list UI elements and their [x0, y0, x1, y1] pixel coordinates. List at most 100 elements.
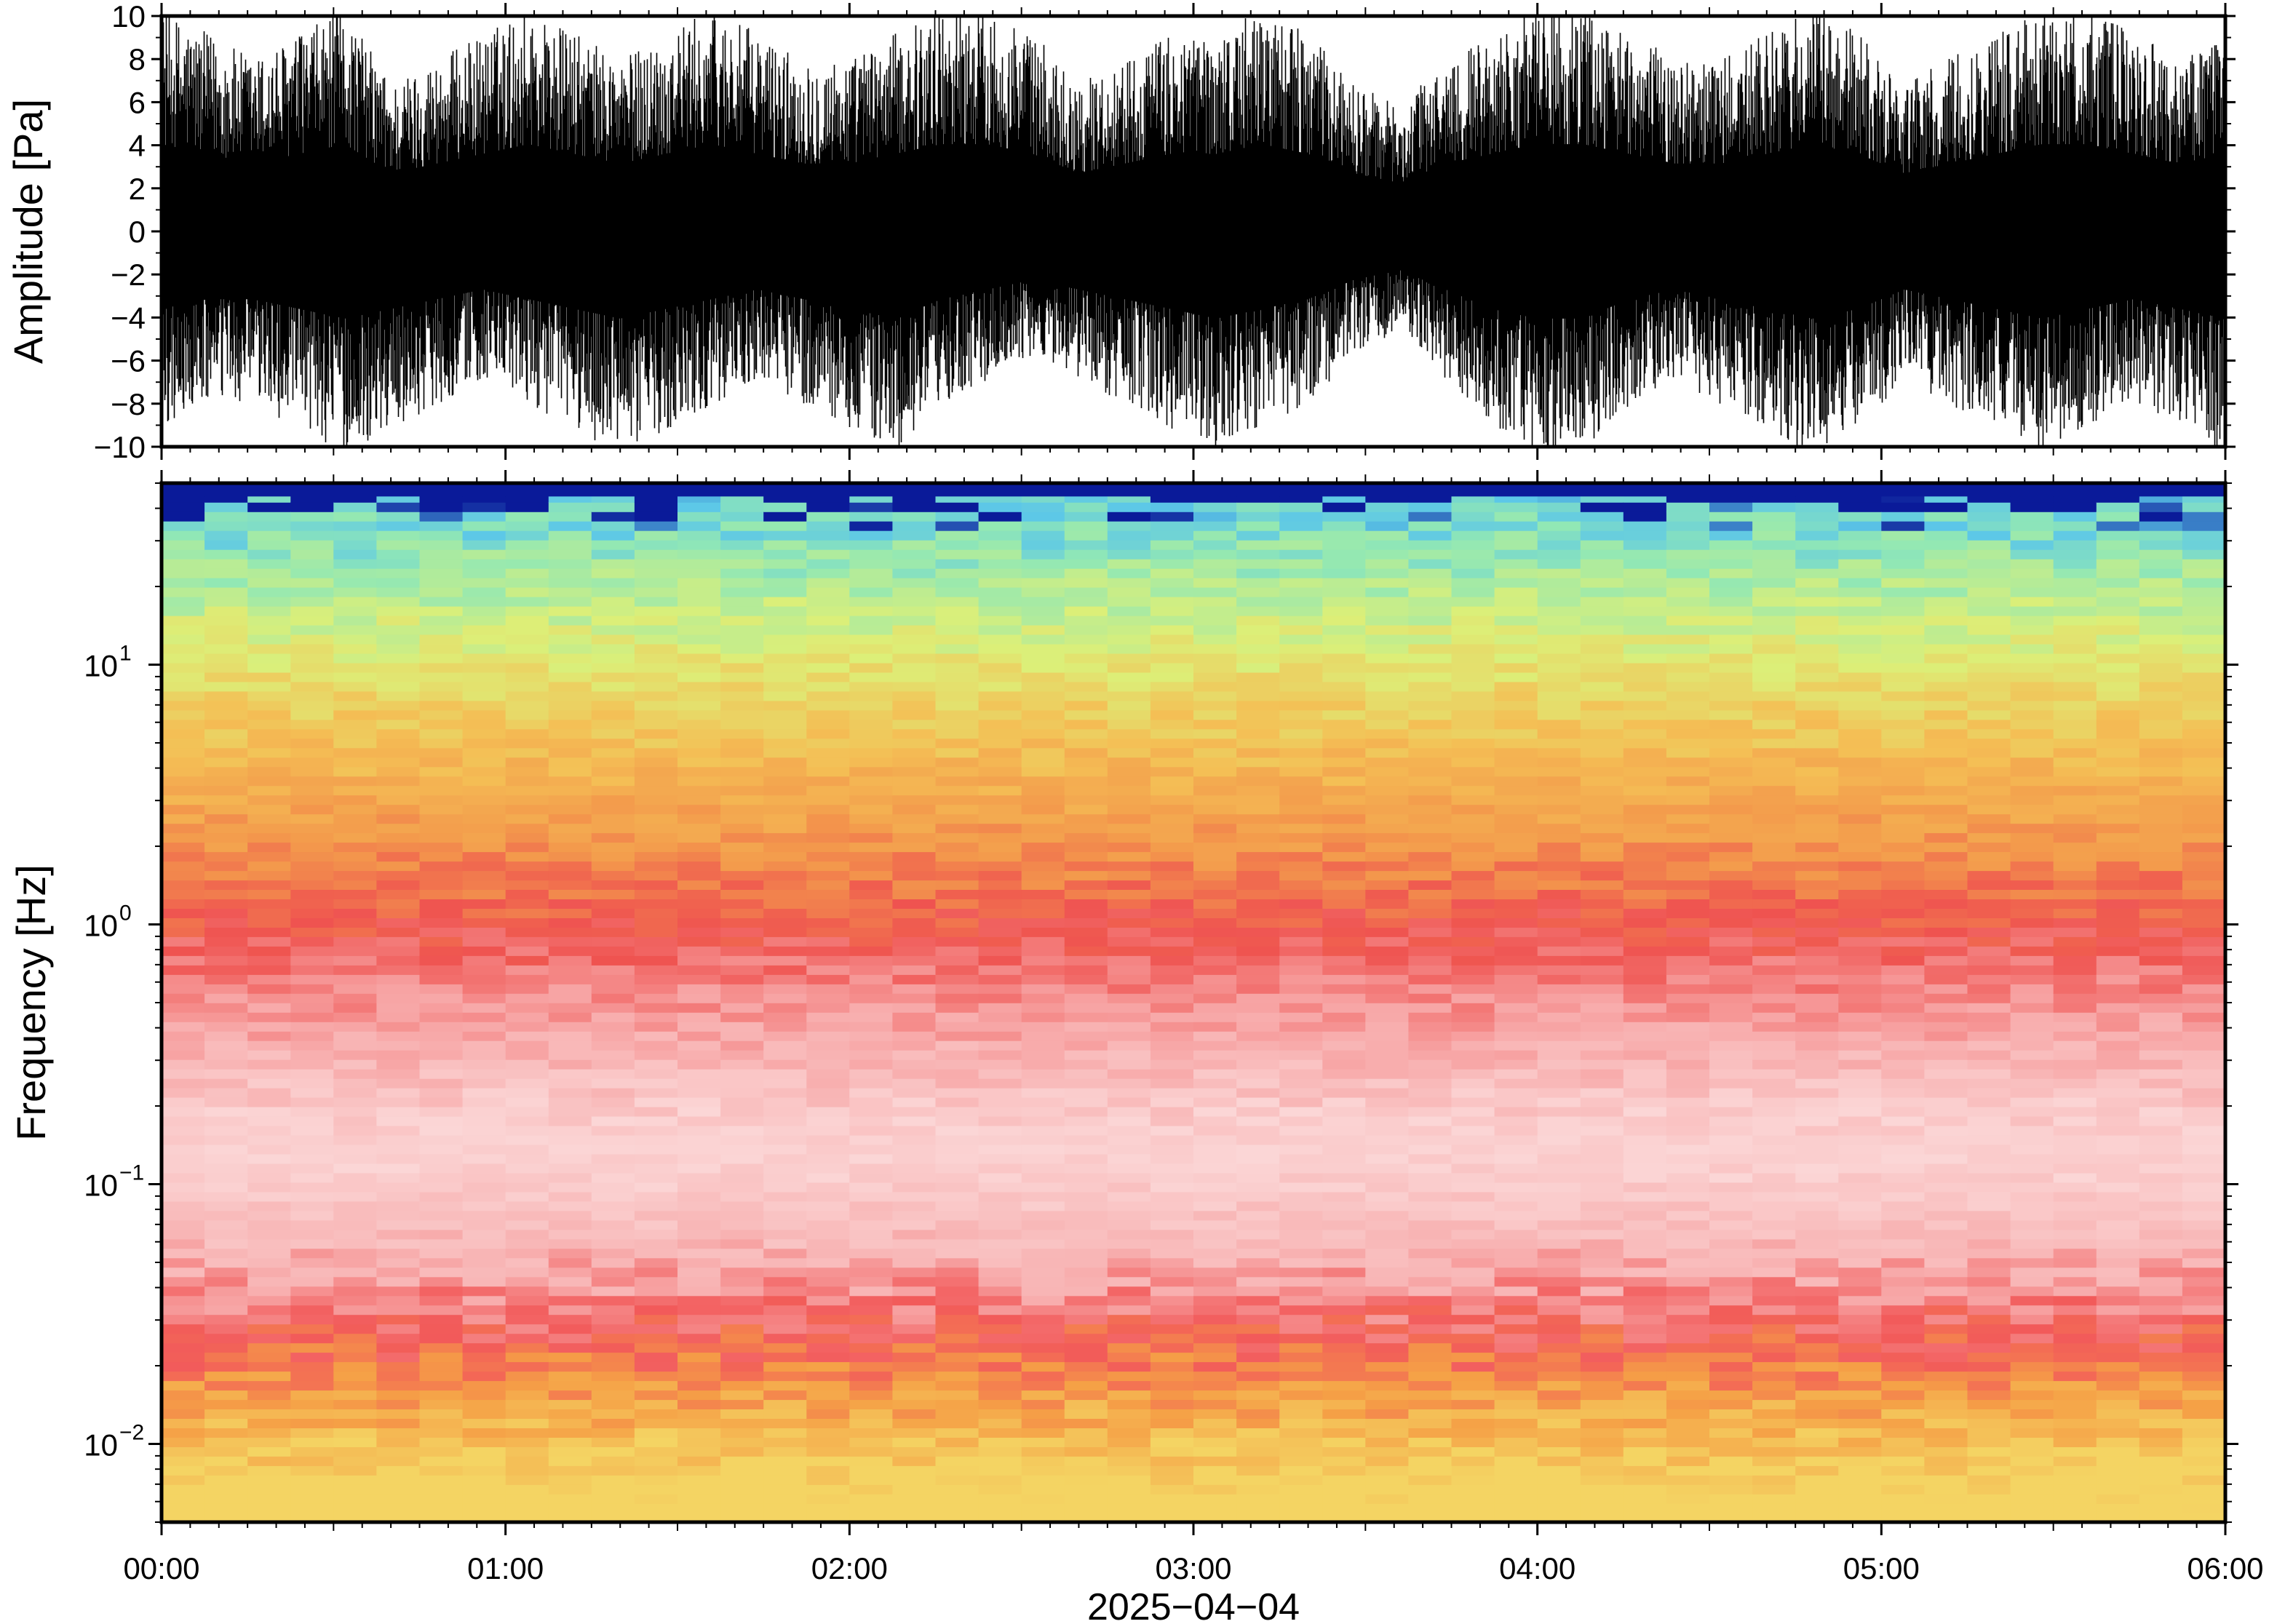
spectrogram-cell: [935, 1361, 979, 1372]
spectrogram-cell: [162, 681, 205, 692]
spectrogram-cell: [1967, 1003, 2011, 1013]
spectrogram-cell: [1150, 1314, 1194, 1325]
spectrogram-cell: [677, 1437, 721, 1447]
spectrogram-cell: [419, 1003, 464, 1013]
spectrogram-cell: [1537, 1484, 1581, 1494]
spectrogram-cell: [376, 1418, 421, 1428]
spectrogram-cell: [1666, 1096, 1710, 1107]
spectrogram-cell: [1881, 643, 1926, 654]
spectrogram-cell: [892, 1305, 937, 1315]
spectrogram-cell: [162, 643, 205, 654]
spectrogram-cell: [376, 1125, 421, 1136]
spectrogram-cell: [1107, 568, 1151, 578]
spectrogram-cell: [1623, 908, 1667, 918]
spectrogram-cell: [333, 568, 378, 578]
spectrogram-cell: [1881, 1342, 1926, 1353]
spectrogram-cell: [162, 1324, 205, 1334]
spectrogram-cell: [1494, 1314, 1538, 1325]
spectrogram-cell: [1193, 709, 1237, 720]
spectrogram-cell: [1193, 1314, 1237, 1325]
spectrogram-cell: [1838, 1003, 1883, 1013]
spectrogram-cell: [1494, 776, 1538, 787]
spectrogram-cell: [1451, 624, 1495, 635]
spectrogram-cell: [290, 586, 335, 597]
spectrogram-cell: [1021, 539, 1065, 550]
spectrogram-cell: [1881, 1267, 1926, 1278]
spectrogram-cell: [1967, 549, 2011, 560]
spectrogram-cell: [1107, 1333, 1151, 1344]
spectrogram-cell: [162, 1380, 205, 1391]
spectrogram-cell: [419, 842, 464, 853]
spectrogram-cell: [204, 690, 248, 701]
spectrogram-cell: [1322, 1456, 1367, 1466]
spectrogram-cell: [247, 1352, 292, 1363]
spectrogram-cell: [1451, 1324, 1495, 1334]
spectrogram-cell: [376, 776, 421, 787]
spectrogram-cell: [1881, 842, 1926, 853]
spectrogram-cell: [2010, 1238, 2054, 1249]
spectrogram-cell: [978, 1106, 1022, 1117]
spectrogram-cell: [548, 615, 592, 626]
spectrogram-cell: [591, 984, 635, 994]
spectrogram-cell: [419, 1475, 464, 1485]
spectrogram-cell: [935, 974, 979, 984]
spectrogram-cell: [1623, 1409, 1667, 1419]
spectrogram-cell: [935, 596, 979, 607]
spectrogram-cell: [1580, 785, 1624, 796]
spectrogram-cell: [1967, 1078, 2011, 1088]
spectrogram-cell: [1580, 908, 1624, 918]
spectrogram-cell: [978, 936, 1022, 947]
spectrogram-cell: [1236, 927, 1280, 937]
spectrogram-cell: [978, 615, 1022, 626]
spectrogram-cell: [849, 1182, 894, 1193]
spectrogram-cell: [1623, 1361, 1667, 1372]
spectrogram-cell: [677, 1096, 721, 1107]
spectrogram-cell: [376, 927, 421, 937]
spectrogram-cell: [1279, 605, 1324, 616]
spectrogram-cell: [1279, 918, 1324, 928]
spectrogram-cell: [892, 1361, 937, 1372]
spectrogram-cell: [247, 1115, 292, 1126]
spectrogram-cell: [1064, 776, 1108, 787]
spectrogram-cell: [333, 1191, 378, 1202]
spectrogram-cell: [1150, 1418, 1194, 1428]
spectrogram-cell: [247, 728, 292, 739]
spectrogram-cell: [892, 1428, 937, 1438]
spectrogram-cell: [548, 1390, 592, 1401]
spectrogram-cell: [763, 1267, 808, 1278]
spectrogram-cell: [1709, 1267, 1753, 1278]
spectrogram-cell: [1752, 993, 1796, 1003]
spectrogram-cell: [978, 1399, 1022, 1409]
spectrogram-cell: [806, 1446, 851, 1457]
spectrogram-cell: [548, 1040, 592, 1051]
spectrogram-cell: [806, 1087, 851, 1098]
spectrogram-cell: [1451, 1513, 1495, 1522]
spectrogram-cell: [849, 1172, 894, 1183]
spectrogram-cell: [1064, 880, 1108, 890]
spectrogram-cell: [1064, 662, 1108, 673]
spectrogram-cell: [548, 1201, 592, 1211]
spectrogram-cell: [333, 908, 378, 918]
spectrogram-cell: [1451, 719, 1495, 730]
spectrogram-cell: [677, 1371, 721, 1382]
spectrogram-cell: [1580, 1201, 1624, 1211]
spectrogram-cell: [806, 766, 851, 777]
spectrogram-cell: [1623, 1210, 1667, 1221]
spectrogram-cell: [634, 1030, 678, 1041]
spectrogram-cell: [1451, 1115, 1495, 1126]
spectrogram-cell: [978, 1125, 1022, 1136]
spectrogram-cell: [548, 1380, 592, 1391]
spectrogram-cell: [290, 795, 335, 805]
spectrogram-cell: [1924, 1342, 1968, 1353]
spectrogram-cell: [1795, 1333, 1840, 1344]
spectrogram-cell: [1322, 530, 1367, 541]
spectrogram-cell: [505, 539, 549, 550]
spectrogram-cell: [978, 851, 1022, 862]
spectrogram-cell: [1537, 1503, 1581, 1513]
spectrogram-cell: [1494, 1012, 1538, 1022]
spectrogram-cell: [1967, 1465, 2011, 1476]
spectrogram-cell: [333, 1503, 378, 1513]
spectrogram-cell: [1279, 1409, 1324, 1419]
spectrogram-cell: [1838, 728, 1883, 739]
spectrogram-cell: [1150, 1059, 1194, 1070]
